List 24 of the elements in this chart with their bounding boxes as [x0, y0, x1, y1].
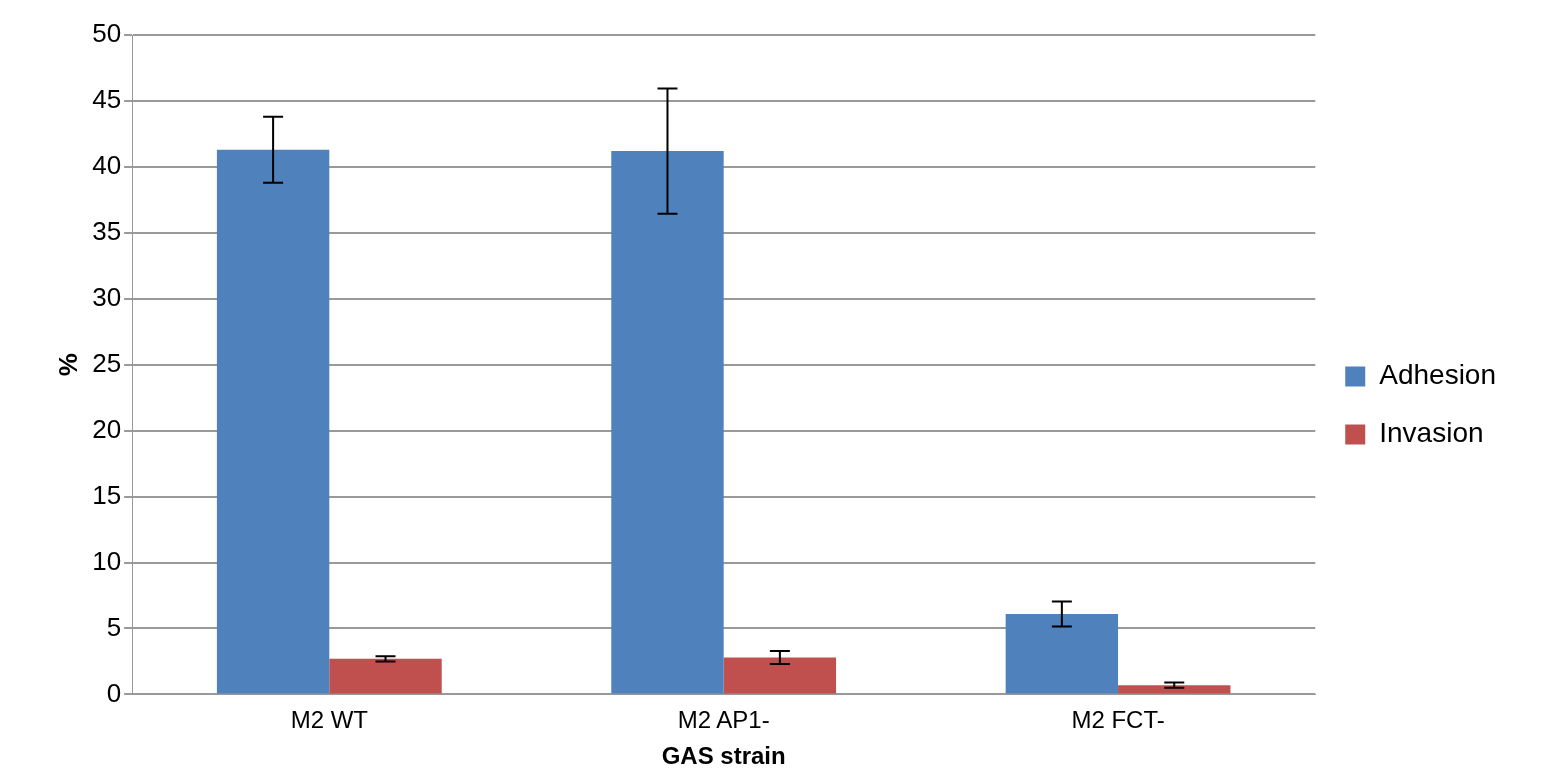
x-tick-label: M2 AP1- — [677, 706, 770, 734]
bar — [723, 657, 837, 694]
y-tick-label: 50 — [92, 18, 122, 49]
y-tick-label: 45 — [92, 84, 122, 115]
y-tick-label: 10 — [92, 545, 122, 576]
bar — [329, 658, 442, 694]
y-tick-label: 5 — [106, 611, 122, 642]
x-tick-label: M2 WT — [290, 706, 369, 734]
bar — [611, 151, 724, 694]
bar — [216, 149, 330, 694]
y-tick-label: 35 — [92, 215, 122, 246]
y-tick-label: 40 — [92, 150, 122, 181]
y-axis-title: % — [52, 353, 83, 377]
bar — [1005, 613, 1119, 694]
legend-label: Invasion — [1379, 417, 1484, 449]
y-tick-label: 0 — [106, 677, 122, 708]
y-tick-label: 25 — [92, 347, 122, 378]
y-tick-label: 15 — [92, 479, 122, 510]
y-tick-label: 20 — [92, 413, 122, 444]
x-tick-label: M2 FCT- — [1071, 706, 1165, 734]
y-tick-label: 30 — [92, 281, 122, 312]
x-axis-title: GAS strain — [661, 742, 786, 770]
bar — [1118, 685, 1231, 694]
legend-label: Adhesion — [1379, 359, 1497, 391]
